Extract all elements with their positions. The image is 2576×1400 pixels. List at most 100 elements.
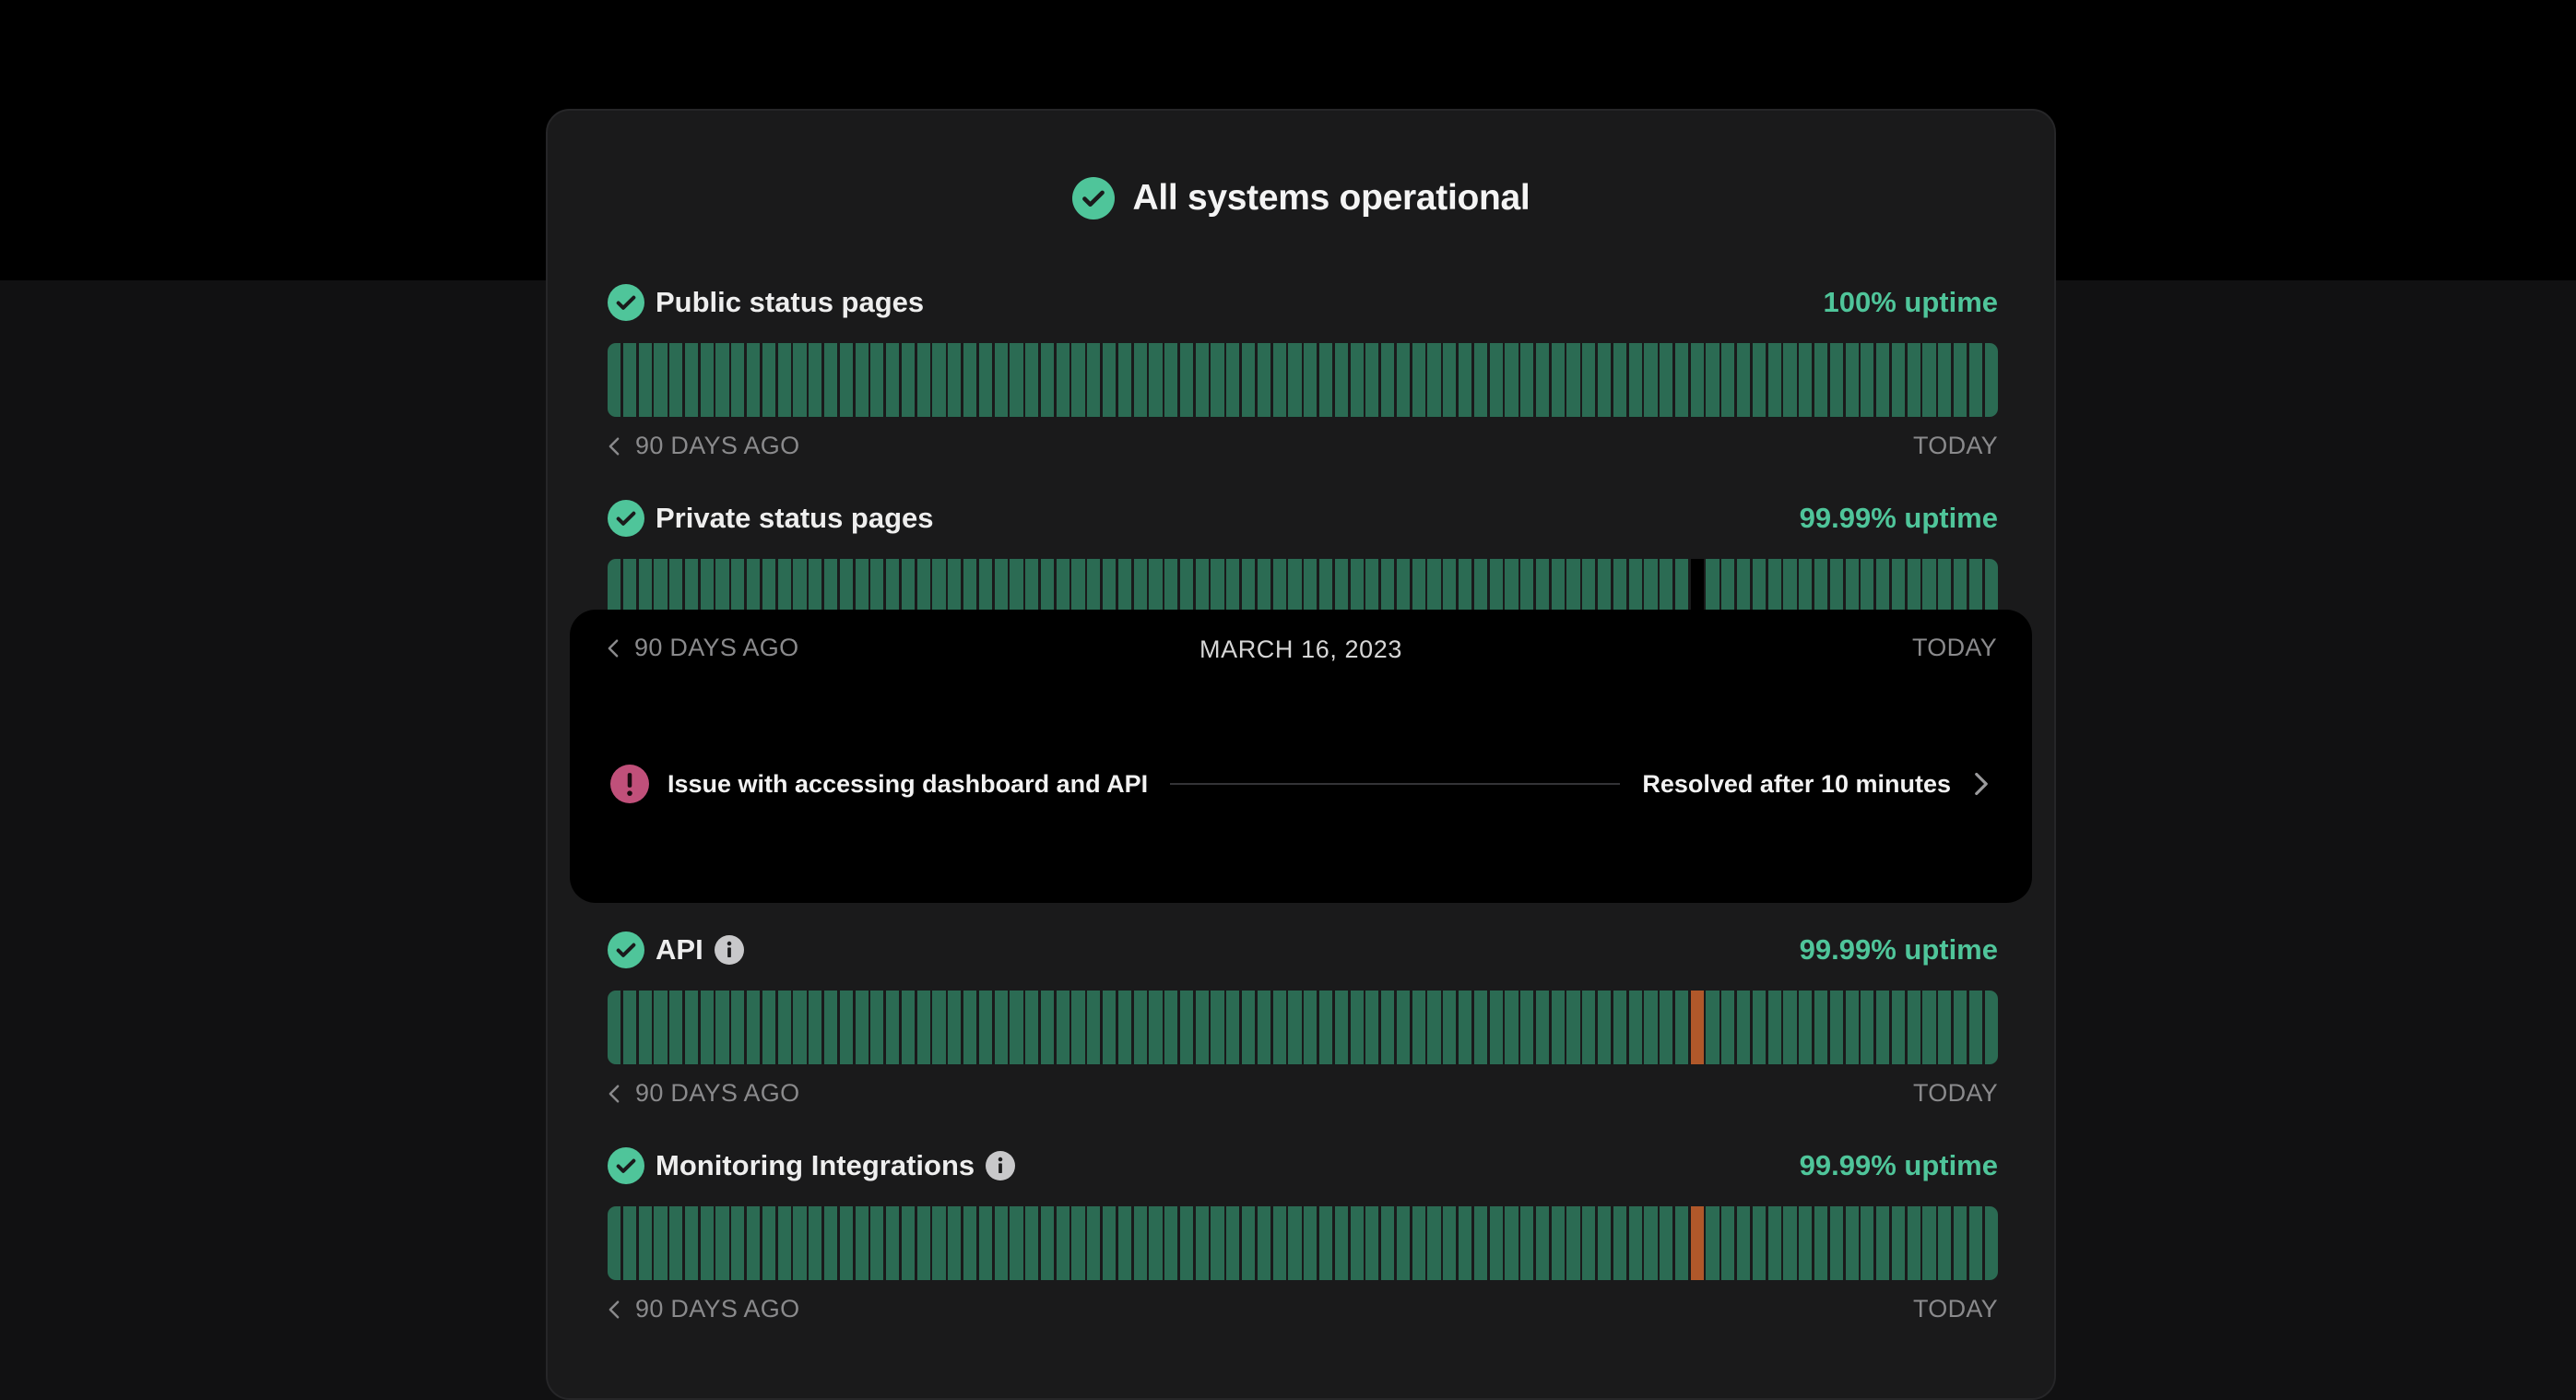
uptime-day-segment[interactable]: [1318, 1206, 1333, 1280]
uptime-day-segment[interactable]: [1381, 1206, 1395, 1280]
uptime-day-segment[interactable]: [1783, 343, 1797, 417]
uptime-day-segment[interactable]: [747, 1206, 761, 1280]
uptime-day-segment[interactable]: [1164, 991, 1178, 1064]
uptime-day-segment[interactable]: [1381, 991, 1395, 1064]
uptime-day-segment[interactable]: [886, 343, 900, 417]
uptime-day-segment[interactable]: [731, 1206, 745, 1280]
uptime-day-segment[interactable]: [1953, 991, 1967, 1064]
uptime-day-segment[interactable]: [1195, 1206, 1209, 1280]
uptime-day-segment[interactable]: [823, 343, 838, 417]
uptime-day-segment[interactable]: [1489, 343, 1503, 417]
uptime-day-segment[interactable]: [870, 991, 884, 1064]
uptime-day-segment[interactable]: [1226, 1206, 1240, 1280]
uptime-day-segment[interactable]: [1566, 343, 1580, 417]
uptime-day-segment[interactable]: [1752, 343, 1766, 417]
uptime-day-segment[interactable]: [1922, 991, 1936, 1064]
uptime-day-segment[interactable]: [1535, 1206, 1550, 1280]
uptime-day-segment[interactable]: [1505, 343, 1518, 417]
uptime-day-segment[interactable]: [978, 343, 992, 417]
uptime-day-segment[interactable]: [1412, 343, 1425, 417]
uptime-day-segment[interactable]: [777, 1206, 791, 1280]
uptime-day-segment[interactable]: [1799, 343, 1813, 417]
uptime-day-segment[interactable]: [1458, 343, 1472, 417]
uptime-day-segment[interactable]: [1056, 1206, 1069, 1280]
uptime-day-segment[interactable]: [1598, 991, 1612, 1064]
uptime-day-segment[interactable]: [963, 343, 977, 417]
incident-row[interactable]: Issue with accessing dashboard and API R…: [610, 765, 1995, 803]
chevron-left-icon[interactable]: [608, 1299, 620, 1320]
uptime-day-segment[interactable]: [1056, 343, 1069, 417]
uptime-day-segment[interactable]: [1087, 343, 1101, 417]
uptime-day-segment[interactable]: [1845, 1206, 1859, 1280]
uptime-day-segment[interactable]: [1721, 991, 1735, 1064]
uptime-day-segment[interactable]: [1505, 1206, 1518, 1280]
uptime-day-segment[interactable]: [1721, 343, 1735, 417]
uptime-day-segment[interactable]: [1737, 1206, 1751, 1280]
uptime-day-segment[interactable]: [978, 991, 992, 1064]
uptime-day-segment[interactable]: [1690, 343, 1704, 417]
uptime-day-segment[interactable]: [1334, 991, 1348, 1064]
uptime-day-segment[interactable]: [1179, 991, 1194, 1064]
uptime-day-segment[interactable]: [1071, 343, 1085, 417]
uptime-day-segment[interactable]: [1272, 343, 1286, 417]
uptime-day-segment[interactable]: [1396, 991, 1411, 1064]
uptime-day-segment[interactable]: [684, 343, 699, 417]
uptime-day-segment[interactable]: [1087, 1206, 1101, 1280]
uptime-day-segment[interactable]: [948, 343, 962, 417]
uptime-day-segment[interactable]: [1304, 991, 1318, 1064]
uptime-day-segment[interactable]: [715, 991, 729, 1064]
uptime-day-segment[interactable]: [1799, 1206, 1813, 1280]
uptime-day-segment[interactable]: [1644, 1206, 1658, 1280]
uptime-day-segment[interactable]: [1984, 991, 1998, 1064]
uptime-day-segment[interactable]: [994, 1206, 1008, 1280]
uptime-day-segment[interactable]: [1117, 1206, 1131, 1280]
uptime-day-segment[interactable]: [1272, 991, 1286, 1064]
uptime-day-segment[interactable]: [1907, 343, 1920, 417]
uptime-day-segment[interactable]: [1365, 1206, 1379, 1280]
uptime-day-segment[interactable]: [1799, 991, 1813, 1064]
uptime-day-segment[interactable]: [700, 991, 714, 1064]
uptime-day-segment[interactable]: [669, 343, 683, 417]
uptime-day-segment[interactable]: [1288, 1206, 1302, 1280]
uptime-day-segment[interactable]: [1040, 1206, 1055, 1280]
info-icon[interactable]: [986, 1151, 1016, 1181]
uptime-day-segment[interactable]: [608, 1206, 621, 1280]
uptime-day-segment[interactable]: [809, 1206, 822, 1280]
uptime-day-segment[interactable]: [1179, 1206, 1194, 1280]
uptime-day-segment[interactable]: [777, 991, 791, 1064]
uptime-day-segment[interactable]: [916, 991, 930, 1064]
uptime-day-segment[interactable]: [1566, 991, 1580, 1064]
uptime-day-segment[interactable]: [654, 343, 668, 417]
uptime-day-segment[interactable]: [839, 1206, 853, 1280]
uptime-day-segment[interactable]: [1582, 1206, 1596, 1280]
uptime-day-segment[interactable]: [1257, 991, 1270, 1064]
uptime-day-segment[interactable]: [1953, 343, 1967, 417]
uptime-day-segment[interactable]: [1845, 343, 1859, 417]
uptime-day-segment[interactable]: [793, 343, 807, 417]
uptime-day-segment[interactable]: [1288, 991, 1302, 1064]
uptime-day-segment[interactable]: [1968, 1206, 1982, 1280]
uptime-day-segment[interactable]: [932, 343, 946, 417]
uptime-day-segment[interactable]: [932, 1206, 946, 1280]
uptime-day-segment[interactable]: [1025, 1206, 1039, 1280]
uptime-day-segment[interactable]: [839, 991, 853, 1064]
uptime-day-segment[interactable]: [654, 1206, 668, 1280]
uptime-day-segment[interactable]: [747, 991, 761, 1064]
uptime-day-segment[interactable]: [1520, 343, 1534, 417]
uptime-day-segment[interactable]: [1706, 343, 1719, 417]
uptime-day-segment[interactable]: [1582, 991, 1596, 1064]
uptime-day-segment[interactable]: [1117, 991, 1131, 1064]
uptime-day-segment[interactable]: [1613, 343, 1626, 417]
uptime-day-segment[interactable]: [1103, 343, 1117, 417]
uptime-day-segment[interactable]: [684, 1206, 699, 1280]
uptime-day-segment[interactable]: [1674, 343, 1689, 417]
uptime-day-segment[interactable]: [916, 343, 930, 417]
uptime-day-segment[interactable]: [1861, 343, 1874, 417]
uptime-day-segment[interactable]: [1071, 1206, 1085, 1280]
uptime-day-segment[interactable]: [1010, 343, 1023, 417]
uptime-day-segment[interactable]: [1117, 343, 1131, 417]
uptime-day-segment[interactable]: [1922, 1206, 1936, 1280]
uptime-day-segment[interactable]: [1288, 343, 1302, 417]
uptime-day-segment[interactable]: [622, 343, 636, 417]
uptime-day-segment[interactable]: [1953, 1206, 1967, 1280]
